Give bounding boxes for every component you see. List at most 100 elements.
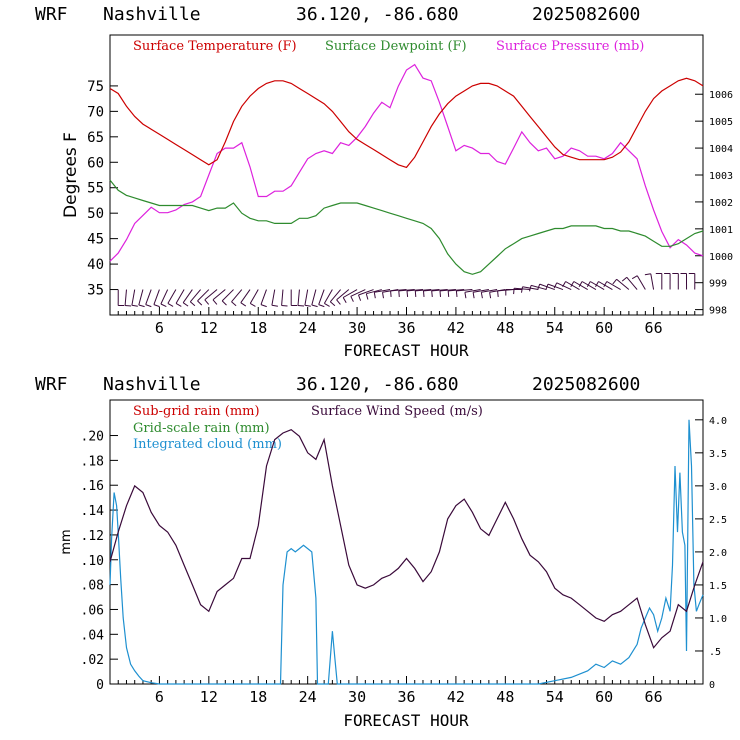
wind-barb <box>373 289 391 299</box>
y-tick-label: 45 <box>87 232 104 248</box>
x-tick-label: 42 <box>447 319 465 337</box>
legend-pressure: Surface Pressure (mb) <box>496 39 644 54</box>
wind-barb <box>595 281 613 290</box>
bottom-header-model: WRF <box>35 374 68 395</box>
bottom-header-location: Nashville <box>103 374 201 395</box>
wind-barb <box>175 289 185 307</box>
wind-barb <box>271 289 278 307</box>
wind-barb <box>350 289 366 302</box>
wind-barb <box>197 289 210 306</box>
y-tick-label: .02 <box>81 653 104 668</box>
bottom-header-init: 2025082600 <box>532 374 640 395</box>
y-tick-label: 35 <box>87 283 104 299</box>
y2-tick-label: 1.5 <box>709 581 727 592</box>
wind-barb <box>586 281 605 290</box>
bottom-y-axis-label: mm <box>59 529 74 554</box>
bottom-y-axis-left: 0 .02 .04 .06 .08 .10 .12 .14 .16 .18 .20 <box>81 430 118 693</box>
bottom-x-axis: 6 12 18 24 30 36 42 48 54 60 66 <box>117 676 696 706</box>
top-y-axis-label: Degrees F <box>61 132 81 218</box>
y-tick-label: .08 <box>81 579 104 594</box>
top-x-axis-label: FORECAST HOUR <box>343 341 469 360</box>
wind-barb <box>545 283 564 291</box>
wind-barb <box>406 289 424 297</box>
wind-barb <box>365 289 382 300</box>
wind-barb <box>570 281 588 290</box>
wind-barb <box>212 289 226 305</box>
x-tick-label: 6 <box>155 319 164 337</box>
wind-barb <box>447 289 465 297</box>
wind-barb <box>336 289 350 305</box>
top-header-init: 2025082600 <box>532 4 640 25</box>
wind-barb <box>631 275 646 290</box>
wind-barb <box>578 281 597 290</box>
wind-barb <box>644 273 655 290</box>
bottom-x-axis-label: FORECAST HOUR <box>343 711 469 730</box>
y-tick-label: .16 <box>81 479 104 494</box>
integrated-cloud-line <box>109 419 704 685</box>
wind-barb <box>138 289 145 308</box>
y2-tick-label: 1002 <box>709 198 733 209</box>
bottom-panel: WRF Nashville 36.120, -86.680 2025082600… <box>35 374 727 730</box>
wind-barb <box>182 289 193 307</box>
y-tick-label: .14 <box>81 504 105 519</box>
wind-barb <box>398 289 415 297</box>
x-tick-label: 48 <box>496 319 514 337</box>
x-tick-label: 36 <box>397 319 415 337</box>
wind-barb <box>260 289 267 308</box>
legend-wind-speed: Surface Wind Speed (m/s) <box>311 404 483 419</box>
wind-barb <box>603 281 621 290</box>
x-tick-label: 18 <box>249 688 267 706</box>
y2-tick-label: 3.0 <box>709 482 727 493</box>
y2-tick-label: 1.0 <box>709 614 727 625</box>
wind-barb <box>480 289 498 299</box>
pressure-line <box>109 63 704 262</box>
y-tick-label: 65 <box>87 130 104 146</box>
top-x-axis: 6 12 18 24 30 36 42 48 54 60 66 <box>117 307 696 337</box>
y-tick-label: .18 <box>81 454 104 469</box>
wind-barb <box>311 289 318 308</box>
wind-barb <box>439 289 456 297</box>
y-tick-label: 55 <box>87 181 104 197</box>
wind-barb <box>431 289 448 297</box>
y-tick-label: .20 <box>81 430 104 445</box>
top-y-axis-right: 998 999 1000 1001 1002 1003 1004 1005 1006 <box>695 90 733 317</box>
y2-tick-label: 2.5 <box>709 515 727 526</box>
y-tick-label: 40 <box>87 257 104 273</box>
x-tick-label: 54 <box>546 319 564 337</box>
x-tick-label: 60 <box>595 688 613 706</box>
top-y-axis-left: 35 40 45 50 55 60 65 70 75 <box>87 79 118 299</box>
temperature-line <box>109 77 704 169</box>
wind-barb <box>297 289 305 307</box>
x-tick-label: 30 <box>348 319 366 337</box>
y-tick-label: 50 <box>87 206 104 222</box>
wind-barb <box>153 289 160 308</box>
y2-tick-label: 1001 <box>709 225 733 236</box>
wind-barbs <box>117 273 696 308</box>
y-tick-label: 0 <box>96 678 104 693</box>
wind-barb <box>358 289 374 301</box>
top-plot-frame <box>109 34 704 316</box>
wind-barb <box>318 289 325 308</box>
wind-barb <box>621 276 638 290</box>
x-tick-label: 60 <box>595 319 613 337</box>
wind-barb <box>464 289 481 299</box>
x-tick-label: 54 <box>546 688 564 706</box>
wind-speed-line <box>109 429 704 649</box>
wind-barb <box>204 289 218 305</box>
wind-barb <box>167 289 177 307</box>
wind-barb <box>124 289 132 307</box>
top-header-model: WRF <box>35 4 68 25</box>
y2-tick-label: 998 <box>709 306 727 317</box>
wind-barb <box>131 289 138 307</box>
wind-barb <box>414 289 432 297</box>
wind-barb <box>680 273 688 290</box>
top-header-location: Nashville <box>103 4 201 25</box>
legend-dewpoint: Surface Dewpoint (F) <box>325 39 467 54</box>
wind-barb <box>612 278 630 290</box>
y2-tick-label: 999 <box>709 279 727 290</box>
x-tick-label: 24 <box>299 688 317 706</box>
wind-barb <box>664 273 671 290</box>
y2-tick-label: 1005 <box>709 117 733 128</box>
y-tick-label: .10 <box>81 554 104 569</box>
wind-barb <box>221 289 234 306</box>
